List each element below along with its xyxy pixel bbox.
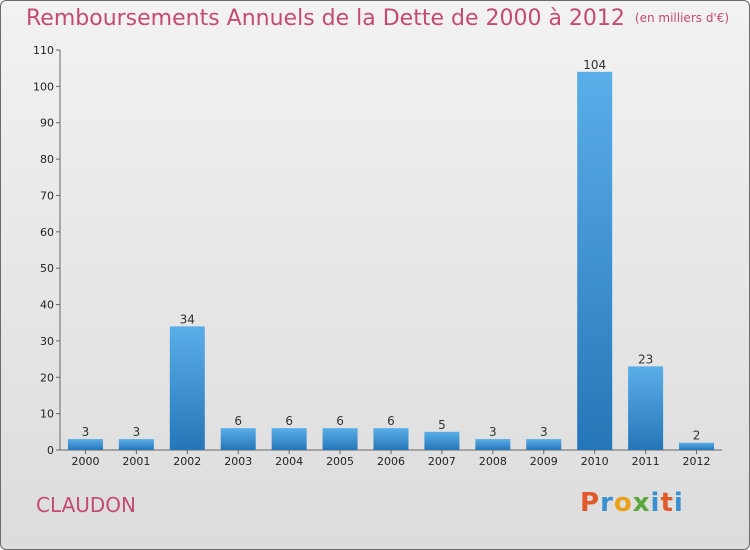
bar xyxy=(169,326,205,450)
bar-value-label: 2 xyxy=(693,429,701,443)
chart-title: Remboursements Annuels de la Dette de 20… xyxy=(26,6,729,31)
chart-title-text: Remboursements Annuels de la Dette de 20… xyxy=(26,6,625,31)
bar-value-label: 3 xyxy=(540,425,548,439)
bar xyxy=(67,439,103,450)
x-tick-label: 2007 xyxy=(428,455,456,468)
logo-letter: t xyxy=(660,488,674,518)
x-tick-label: 2000 xyxy=(71,455,99,468)
bar xyxy=(526,439,562,450)
x-tick-label: 2011 xyxy=(632,455,660,468)
bar xyxy=(628,366,664,450)
bar xyxy=(271,428,307,450)
bar-value-label: 6 xyxy=(387,414,395,428)
bar-value-label: 3 xyxy=(489,425,497,439)
bar xyxy=(475,439,511,450)
logo-letter: i xyxy=(650,488,661,518)
bar-value-label: 5 xyxy=(438,418,446,432)
proxiti-logo: Proxiti xyxy=(580,488,684,518)
bar-value-label: 3 xyxy=(82,425,90,439)
bar xyxy=(118,439,154,450)
y-tick-label: 50 xyxy=(40,262,54,275)
y-tick-label: 90 xyxy=(40,117,54,130)
bar xyxy=(373,428,409,450)
logo-letter: o xyxy=(613,488,633,518)
bar-value-label: 3 xyxy=(133,425,141,439)
logo-letter: P xyxy=(580,488,601,518)
y-tick-label: 70 xyxy=(40,189,54,202)
y-tick-label: 10 xyxy=(40,408,54,421)
unit-label: (en milliers d'€) xyxy=(634,11,730,25)
logo-letter: i xyxy=(673,488,684,518)
bar-value-label: 6 xyxy=(336,414,344,428)
commune-name: CLAUDON xyxy=(36,493,136,517)
bar-value-label: 104 xyxy=(583,58,606,72)
logo-letter: r xyxy=(600,488,614,518)
x-tick-label: 2006 xyxy=(377,455,405,468)
bar-value-label: 6 xyxy=(234,414,242,428)
x-tick-label: 2005 xyxy=(326,455,354,468)
y-tick-label: 0 xyxy=(47,444,54,457)
x-tick-label: 2003 xyxy=(224,455,252,468)
y-tick-label: 110 xyxy=(33,44,54,57)
y-tick-label: 40 xyxy=(40,299,54,312)
bar xyxy=(679,442,715,450)
bar xyxy=(424,431,460,450)
logo-letter: x xyxy=(632,488,651,518)
x-tick-label: 2004 xyxy=(275,455,303,468)
bar-value-label: 34 xyxy=(180,312,195,326)
y-tick-label: 60 xyxy=(40,226,54,239)
y-tick-label: 100 xyxy=(33,80,54,93)
x-tick-label: 2001 xyxy=(122,455,150,468)
bar-value-label: 6 xyxy=(285,414,293,428)
x-tick-label: 2008 xyxy=(479,455,507,468)
x-tick-label: 2002 xyxy=(173,455,201,468)
axes: 0 10 20 30 40 50 60 70 80 90 100 110 2000 2001 2002 200… xyxy=(33,44,722,468)
bar xyxy=(577,71,613,451)
bar xyxy=(322,428,358,450)
y-tick-label: 80 xyxy=(40,153,54,166)
x-tick-label: 2010 xyxy=(581,455,609,468)
bars-group: 3 3 34 6 6 6 6 5 3 3 104 23 2 xyxy=(67,58,715,451)
x-tick-label: 2012 xyxy=(683,455,711,468)
bar xyxy=(220,428,256,450)
x-tick-label: 2009 xyxy=(530,455,558,468)
y-tick-label: 20 xyxy=(40,371,54,384)
y-tick-label: 30 xyxy=(40,335,54,348)
bar-value-label: 23 xyxy=(638,352,653,366)
